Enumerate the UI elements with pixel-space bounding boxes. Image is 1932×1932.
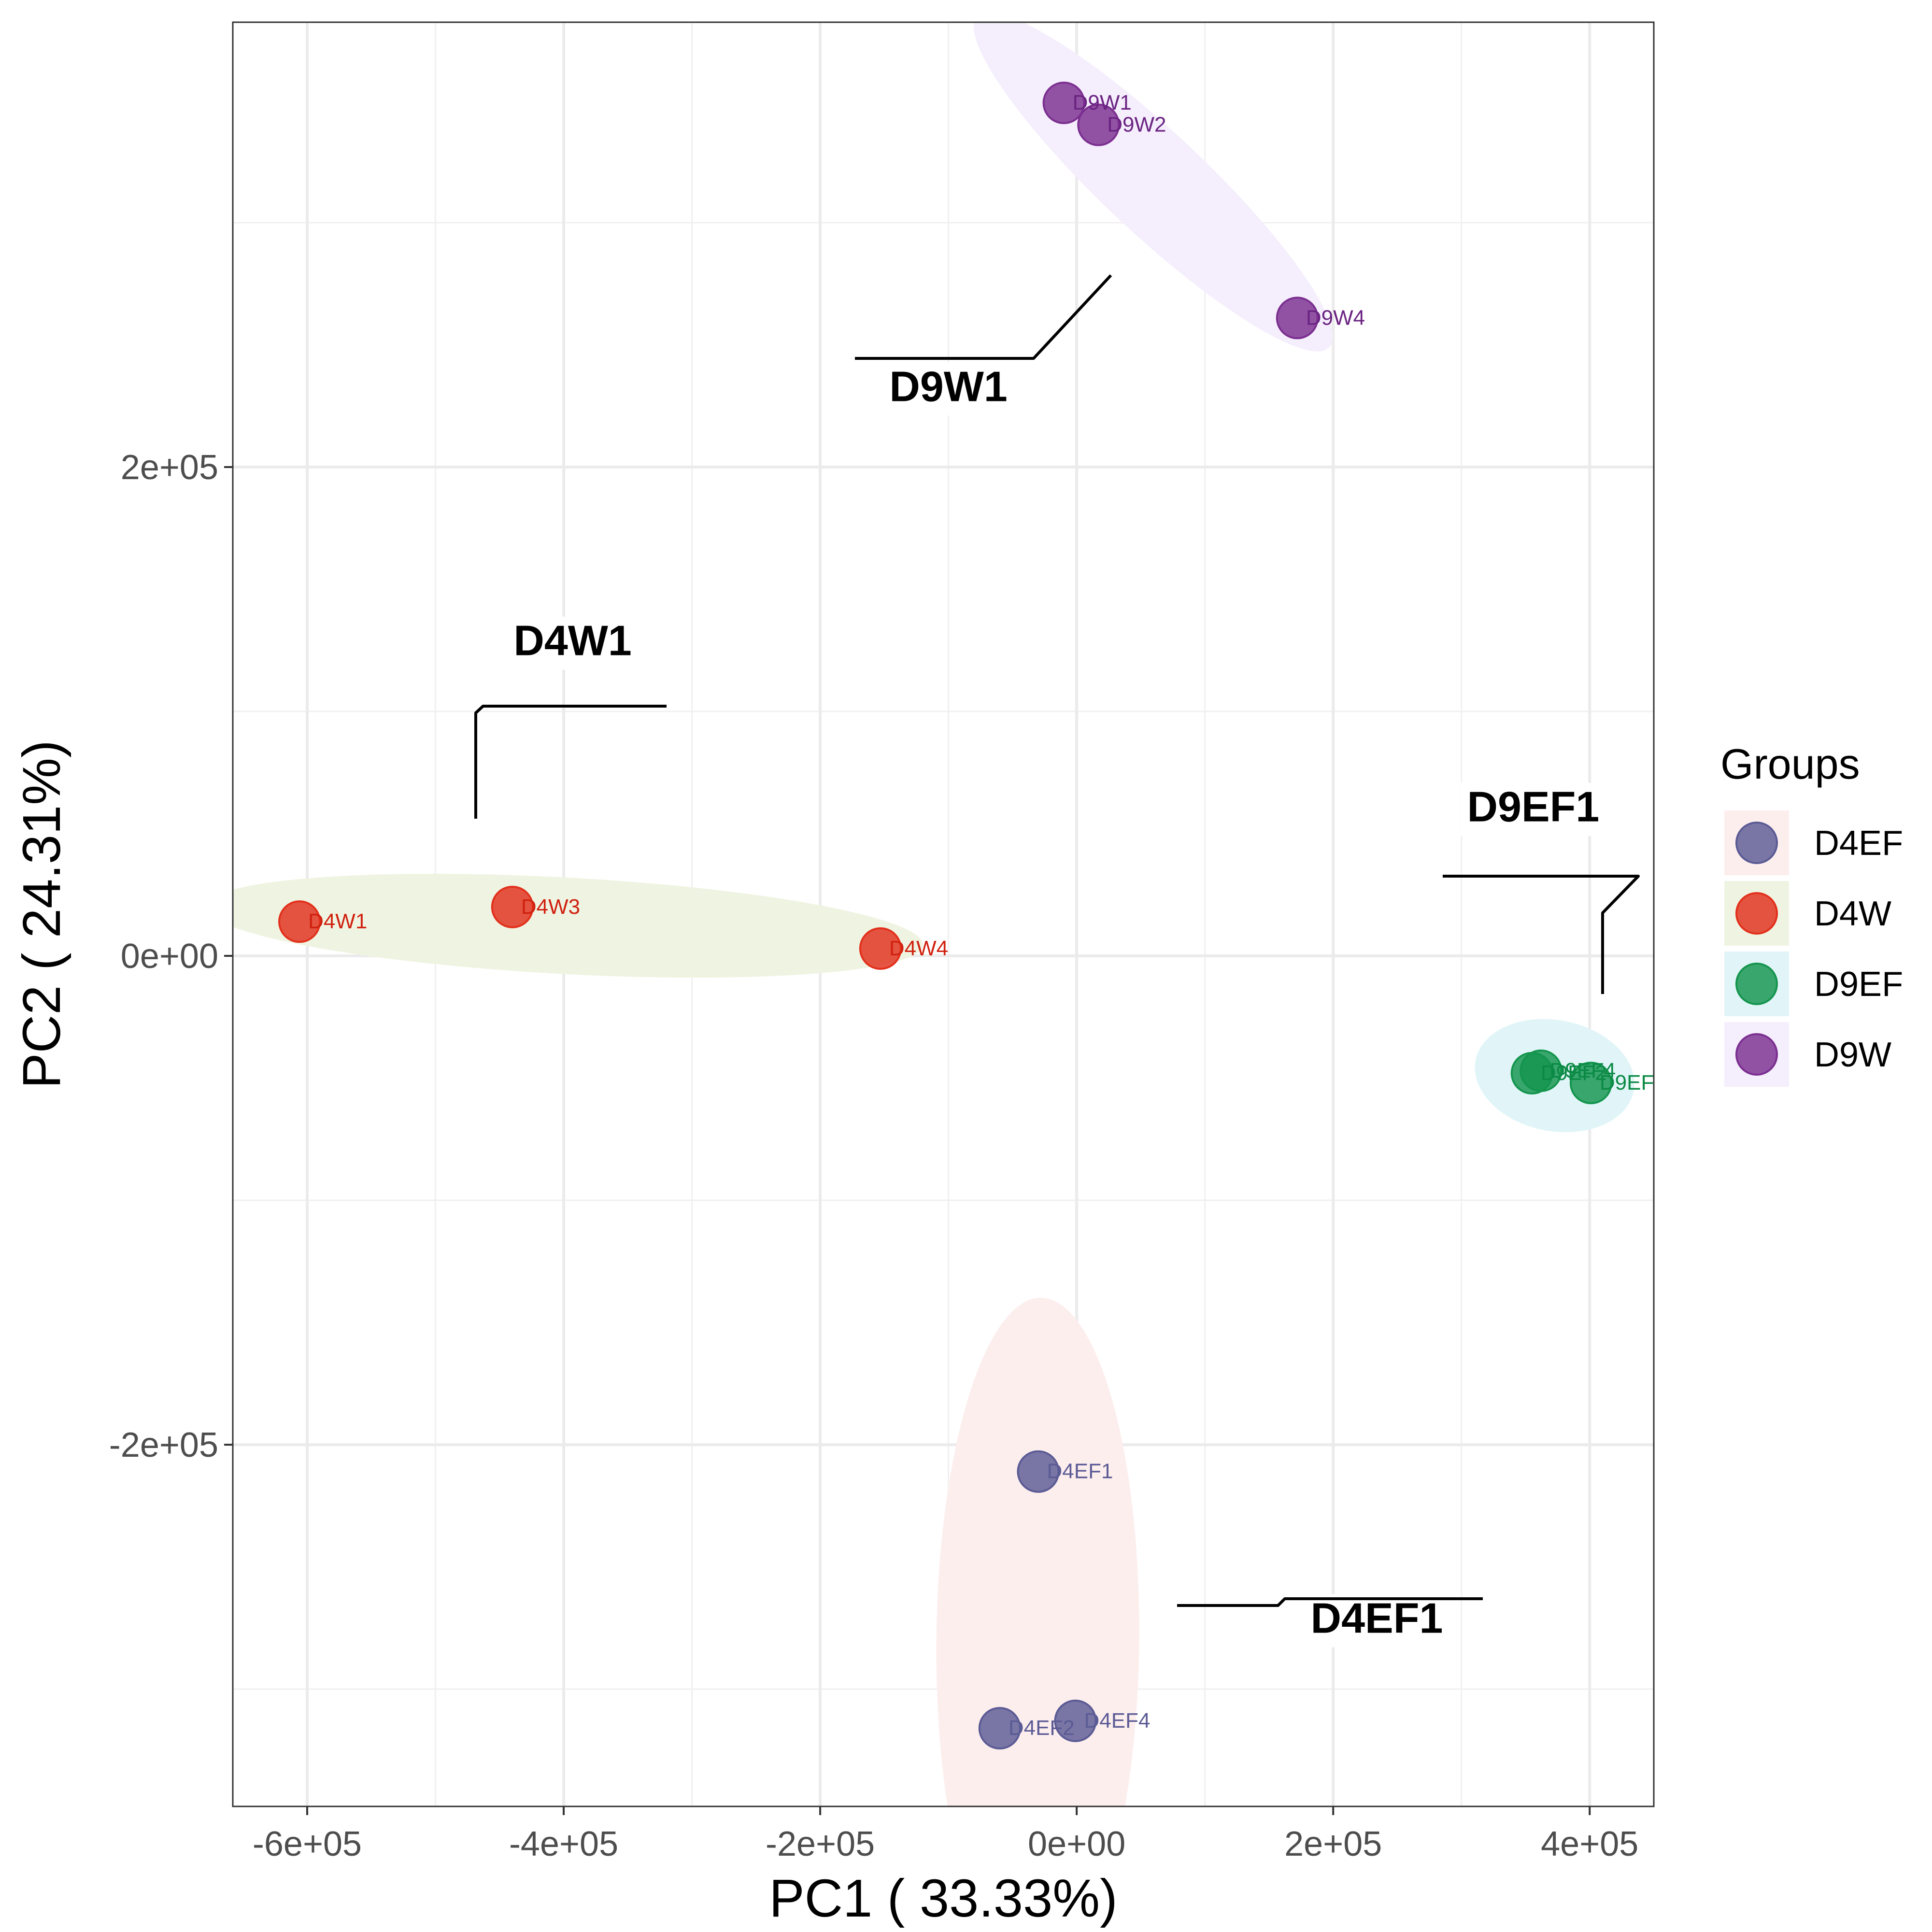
point-label: D4W4: [889, 937, 948, 960]
x-tick-label: -4e+05: [509, 1825, 618, 1863]
legend: Groups D4EF D4W D9EF D9W: [1720, 740, 1903, 1087]
data-point: [1276, 297, 1319, 340]
data-point: [1042, 81, 1085, 124]
data-point: [978, 1707, 1021, 1750]
point-label: D9W1: [1073, 91, 1132, 114]
callout-label: D4EF1: [1311, 1594, 1443, 1642]
data-point: [1569, 1062, 1612, 1105]
data-point: [859, 927, 902, 970]
data-point: [1054, 1699, 1097, 1742]
x-tick-label: 2e+05: [1284, 1825, 1382, 1863]
legend-label: D9EF: [1814, 965, 1903, 1004]
x-tick-label: 4e+05: [1541, 1825, 1638, 1863]
point-label: D4W1: [308, 909, 367, 933]
data-points: D4W1D4W3D4W4D9W1D9W2D9W4D9EF2D9EF4D9EFD4…: [278, 81, 1654, 1750]
legend-label: D4EF: [1814, 824, 1903, 863]
point-label: D9EF2: [1541, 1061, 1607, 1085]
callout-background: [876, 362, 1021, 416]
callout-background: [1304, 1594, 1449, 1648]
callout-leader-line: [1443, 875, 1640, 994]
point-label: D9EF4: [1549, 1059, 1616, 1082]
legend-label: D4W: [1814, 895, 1891, 933]
y-tick-label: -2e+05: [109, 1426, 218, 1464]
point-label: D4EF1: [1047, 1460, 1113, 1483]
x-tick-label: 0e+00: [1028, 1825, 1125, 1863]
legend-title: Groups: [1720, 740, 1860, 788]
axes: -6e+05 -4e+05 -2e+05 0e+00 2e+05 4e+05 2e+05 0e…: [109, 448, 1639, 1863]
callout-leader-line: [1177, 1597, 1483, 1607]
legend-point-d9ef: [1735, 963, 1778, 1005]
point-label: D9EF: [1600, 1071, 1654, 1094]
point-label: D4EF4: [1084, 1709, 1150, 1733]
x-axis-title: PC1 ( 33.33%): [769, 1869, 1117, 1928]
callout-background: [500, 616, 645, 670]
legend-point-d4ef: [1735, 822, 1778, 864]
ellipse-d4ef: [936, 1297, 1139, 1806]
data-point: [278, 900, 321, 943]
callout-background: [1461, 782, 1606, 836]
callout-label: D4W1: [513, 617, 632, 665]
x-tick-label: -2e+05: [766, 1825, 875, 1863]
data-point: [491, 885, 534, 928]
y-tick-label: 0e+00: [121, 937, 218, 976]
callout-label: D9EF1: [1467, 783, 1599, 831]
callout-leader-line: [474, 705, 667, 819]
x-tick-label: -6e+05: [253, 1825, 362, 1863]
callouts: D9W1 D4W1 D9EF1 D4EF1: [474, 274, 1640, 1648]
legend-label: D9W: [1814, 1036, 1891, 1074]
y-tick-label: 2e+05: [121, 448, 218, 487]
point-label: D4W3: [521, 895, 580, 919]
data-point: [1017, 1450, 1060, 1493]
y-axis-title: PC2 ( 24.31%): [12, 740, 71, 1088]
data-point: [1520, 1049, 1563, 1092]
ellipse-d4w: [233, 874, 923, 978]
data-point: [1077, 103, 1120, 146]
legend-point-d9w: [1735, 1033, 1778, 1076]
plot-panel-border: [232, 21, 1655, 1807]
point-label: D9W4: [1306, 306, 1365, 329]
callout-leader-line: [855, 274, 1112, 360]
group-ellipses: [233, 22, 1634, 1806]
point-label: D4EF2: [1009, 1716, 1075, 1740]
point-label: D9W2: [1107, 113, 1166, 137]
legend-point-d4w: [1735, 892, 1778, 935]
callout-label: D9W1: [889, 362, 1008, 410]
